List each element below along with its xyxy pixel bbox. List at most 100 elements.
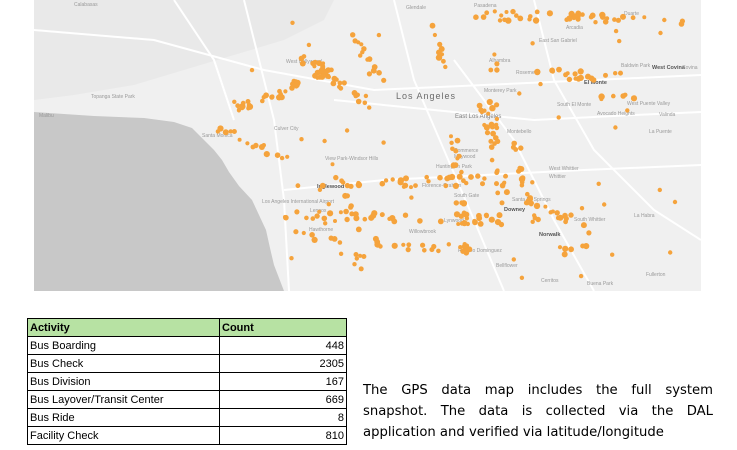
activity-dot xyxy=(429,247,435,253)
activity-dot xyxy=(478,107,484,113)
activity-dot xyxy=(338,251,344,256)
activity-dot xyxy=(228,129,233,134)
column-header-count: Count xyxy=(219,318,347,337)
activity-dot xyxy=(231,129,237,134)
activity-dot xyxy=(274,152,281,158)
activity-dot xyxy=(494,61,500,67)
activity-dot xyxy=(358,53,363,58)
activity-dot xyxy=(615,17,622,23)
activity-dot xyxy=(293,82,300,88)
activity-dot xyxy=(432,32,437,38)
place-label: Rosemead xyxy=(516,70,540,76)
activity-dot xyxy=(473,14,479,20)
activity-dot xyxy=(322,138,327,144)
activity-dot xyxy=(446,242,451,247)
activity-dot xyxy=(477,216,482,221)
activity-dot xyxy=(246,102,252,108)
activity-dot xyxy=(391,218,398,225)
activity-dot xyxy=(449,140,454,145)
activity-dot xyxy=(317,209,322,214)
activity-dot xyxy=(565,71,570,76)
activity-dot xyxy=(283,89,288,94)
activity-dot xyxy=(572,71,578,77)
place-label: Monterey Park xyxy=(484,88,517,94)
count-cell: 2305 xyxy=(219,354,347,373)
activity-dot xyxy=(568,212,574,218)
activity-dot xyxy=(299,60,306,67)
activity-dot xyxy=(331,236,338,242)
activity-dot xyxy=(488,216,495,223)
activity-dot xyxy=(538,81,543,87)
activity-dot xyxy=(405,247,411,253)
activity-dot xyxy=(513,147,519,152)
activity-dot xyxy=(488,144,495,150)
activity-dot xyxy=(499,13,504,18)
activity-dot xyxy=(437,218,444,225)
activity-dot xyxy=(239,105,245,111)
activity-dot xyxy=(511,257,516,262)
activity-dot xyxy=(370,67,377,74)
activity-dot xyxy=(593,20,598,25)
place-label: Alhambra xyxy=(489,58,511,64)
place-label: Maywood xyxy=(454,154,476,160)
activity-dot xyxy=(401,242,406,247)
activity-dot xyxy=(519,179,525,185)
activity-dot xyxy=(530,180,535,185)
activity-dot xyxy=(456,222,461,226)
activity-dot xyxy=(348,203,354,209)
activity-dot xyxy=(367,105,372,110)
activity-dot xyxy=(472,218,477,224)
place-label: Duarte xyxy=(624,11,639,17)
activity-dot xyxy=(312,59,318,65)
hills xyxy=(34,0,334,100)
activity-dot xyxy=(401,184,406,189)
activity-dot xyxy=(630,15,636,21)
activity-dot xyxy=(344,216,350,223)
activity-cell: Bus Check xyxy=(27,354,220,373)
activity-dot xyxy=(566,15,573,22)
activity-dot xyxy=(337,240,343,245)
place-label: Commerce xyxy=(454,148,479,154)
activity-dot xyxy=(610,252,615,257)
activity-dot xyxy=(426,179,431,184)
activity-dot xyxy=(370,212,377,219)
activity-cell: Bus Division xyxy=(27,372,220,391)
activity-dot xyxy=(409,185,413,190)
activity-dot xyxy=(450,162,457,169)
activity-dot xyxy=(301,230,306,236)
place-label: Los Angeles xyxy=(396,91,456,101)
place-label: Hawthorne xyxy=(309,227,333,233)
activity-dot xyxy=(605,16,610,21)
activity-dot xyxy=(494,116,500,122)
activity-dot xyxy=(498,221,505,228)
activity-dot xyxy=(494,102,500,108)
activity-dot xyxy=(554,210,560,216)
activity-dot xyxy=(557,245,563,250)
activity-dot xyxy=(678,21,685,27)
table-row: Bus Division 167 xyxy=(27,372,347,391)
activity-dot xyxy=(293,229,299,235)
activity-dot xyxy=(341,80,347,86)
activity-dot xyxy=(484,10,490,16)
activity-dot xyxy=(339,178,344,184)
place-label: Whittier xyxy=(549,174,566,180)
activity-dot xyxy=(333,219,337,223)
activity-dot xyxy=(459,200,465,206)
activity-dot xyxy=(658,30,663,36)
activity-dot xyxy=(587,75,592,80)
activity-dot xyxy=(613,71,618,76)
activity-dot xyxy=(480,181,485,187)
activity-dot xyxy=(490,130,496,137)
activity-dot xyxy=(402,212,409,218)
activity-dot xyxy=(488,138,494,144)
activity-dot xyxy=(613,28,619,34)
activity-dot xyxy=(568,246,574,253)
activity-dot xyxy=(502,17,507,23)
activity-cell: Bus Layover/Transit Center xyxy=(27,390,220,409)
activity-cell: Facility Check xyxy=(27,426,220,445)
activity-dot xyxy=(580,222,587,229)
activity-dot xyxy=(514,13,519,18)
count-cell: 8 xyxy=(219,408,347,427)
activity-dot xyxy=(350,32,356,38)
activity-dot xyxy=(438,46,445,52)
